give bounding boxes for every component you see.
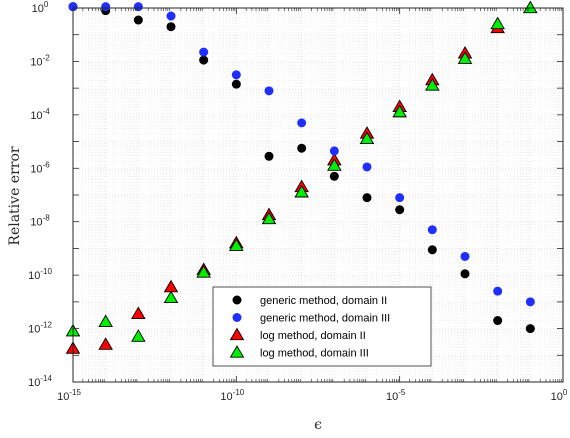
y-tick-exponent: -2 — [43, 53, 51, 62]
data-point — [166, 11, 176, 21]
x-tick-labels: 10-15 10-10 10-5 100 — [57, 388, 568, 403]
data-point — [460, 269, 470, 279]
legend-marker — [232, 295, 242, 305]
y-tick-labels: 10-14 10-12 10-10 10-8 10-6 10-4 10-2 100 — [28, 0, 52, 389]
y-tick-label: 10-10 — [28, 267, 52, 282]
data-point — [196, 265, 211, 278]
x-tick-exponent: -15 — [69, 388, 81, 397]
legend-label: log method, domain III — [260, 348, 369, 360]
y-tick-label: 10-6 — [30, 160, 50, 175]
y-tick-exponent: -4 — [43, 107, 51, 116]
y-tick-exponent: -8 — [43, 214, 51, 223]
x-tick-label: 10-10 — [220, 388, 244, 403]
y-tick-label: 100 — [32, 0, 49, 15]
legend-marker — [229, 327, 245, 341]
data-point — [427, 225, 437, 235]
y-axis-label: Relative error — [7, 146, 23, 245]
legend-label: generic method, domain III — [260, 313, 390, 325]
data-point — [131, 329, 146, 342]
x-tick-exponent: 0 — [563, 388, 568, 397]
legend-label: generic method, domain II — [260, 295, 387, 307]
data-point — [493, 286, 503, 296]
data-point — [525, 297, 535, 307]
data-point — [133, 15, 143, 25]
data-point — [98, 314, 113, 328]
data-point — [98, 337, 113, 350]
legend-marker — [229, 345, 245, 358]
x-axis-label: ϵ — [314, 417, 322, 433]
legend: generic method, domain II generic method,… — [212, 286, 432, 367]
data-point — [264, 151, 274, 161]
data-point — [395, 193, 405, 203]
data-point — [359, 131, 375, 145]
legend-marker — [232, 313, 242, 322]
y-tick-exponent: -14 — [40, 374, 52, 383]
data-point — [329, 146, 339, 156]
data-point — [231, 70, 241, 80]
y-tick-exponent: -10 — [40, 267, 52, 276]
x-tick-label: 10-15 — [57, 388, 81, 403]
grid — [72, 8, 563, 383]
y-tick-exponent: 0 — [44, 0, 49, 9]
data-point — [133, 2, 143, 12]
data-point — [327, 158, 342, 171]
data-point — [525, 324, 535, 334]
axis-ticks — [72, 7, 564, 383]
data-point — [163, 290, 179, 303]
data-point — [523, 0, 538, 14]
x-tick-exponent: -10 — [233, 388, 245, 397]
data-point — [493, 316, 503, 326]
data-point — [395, 205, 405, 215]
legend-box — [212, 286, 432, 367]
data-point — [101, 2, 111, 12]
y-tick-label: 10-14 — [28, 374, 52, 389]
y-tick-label: 10-4 — [30, 107, 50, 122]
data-point — [490, 16, 505, 30]
legend-label: log method, domain II — [260, 330, 366, 342]
data-point — [460, 251, 470, 261]
y-tick-label: 10-12 — [28, 321, 52, 336]
data-point — [392, 104, 407, 118]
x-tick-label: 10-5 — [386, 388, 406, 403]
data-point — [166, 22, 176, 32]
data-point — [199, 47, 209, 57]
data-point — [362, 193, 372, 203]
y-tick-label: 10-8 — [30, 214, 50, 229]
data-point — [294, 184, 309, 198]
data-point — [297, 118, 307, 128]
data-point — [264, 86, 274, 96]
y-tick-label: 10-2 — [30, 53, 50, 68]
x-tick-label: 100 — [551, 388, 568, 403]
data-markers — [65, 0, 538, 354]
y-tick-exponent: -6 — [43, 160, 51, 169]
data-point — [362, 162, 372, 172]
y-tick-exponent: -12 — [40, 321, 52, 330]
data-point — [199, 55, 209, 65]
data-point — [68, 2, 78, 12]
data-point — [261, 211, 277, 225]
data-point — [229, 238, 244, 251]
data-point — [297, 143, 307, 153]
data-point — [425, 78, 440, 91]
data-point — [427, 245, 437, 255]
series-2 — [68, 2, 535, 307]
data-point — [457, 51, 473, 64]
data-point — [131, 306, 146, 320]
x-tick-exponent: -5 — [398, 388, 406, 397]
data-point — [231, 79, 241, 89]
data-point — [329, 171, 339, 181]
